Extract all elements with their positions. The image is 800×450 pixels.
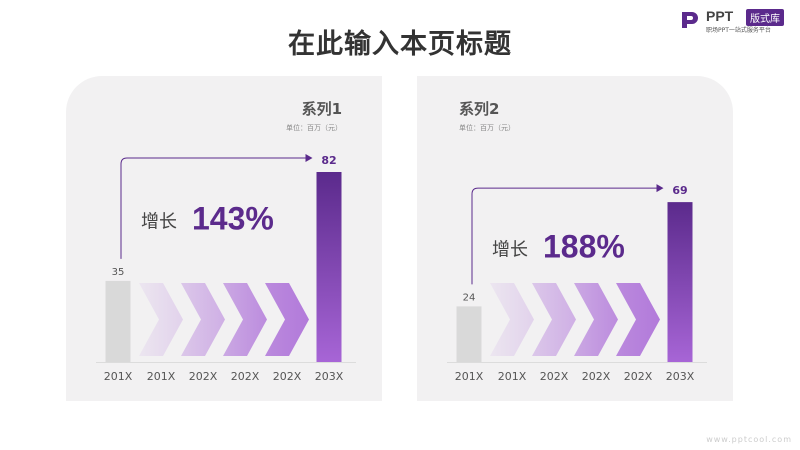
x-tick-label: 201X: [455, 370, 484, 383]
growth-value: 143%: [192, 200, 274, 236]
chart-unit: 单位：百万（元）: [459, 123, 515, 132]
chevron-arrow-1: [490, 283, 534, 356]
data-label-start: 35: [112, 267, 125, 278]
chart-unit: 单位：百万（元）: [286, 123, 342, 132]
x-tick-label: 203X: [315, 370, 344, 383]
x-tick-label: 202X: [540, 370, 569, 383]
data-label-end: 69: [672, 184, 687, 197]
chart-title: 系列2: [459, 100, 499, 118]
growth-chart-1: 系列1 单位：百万（元） 35 82 增长 143% 201X 201X 202X 202X 202…: [96, 100, 356, 383]
chevron-arrow-1: [139, 283, 183, 356]
logo-mark-icon: [682, 12, 698, 28]
page-title: 在此输入本页标题: [288, 29, 512, 60]
growth-arrow-head: [305, 154, 313, 162]
growth-label: 增长: [141, 211, 177, 232]
chevron-arrow-4: [616, 283, 660, 356]
bar-end: [316, 172, 342, 362]
growth-chart-2: 系列2 单位：百万（元） 24 69 增长 188% 201X 201X 202X 202X 202…: [447, 100, 707, 383]
footer-url: www.pptcool.com: [706, 435, 792, 444]
x-tick-label: 202X: [582, 370, 611, 383]
chart-title: 系列1: [302, 100, 342, 118]
data-label-end: 82: [321, 154, 336, 167]
chevron-arrow-3: [223, 283, 267, 356]
x-tick-label: 202X: [273, 370, 302, 383]
x-tick-label: 201X: [104, 370, 133, 383]
growth-arrow-head: [656, 184, 664, 193]
x-tick-label: 201X: [147, 370, 176, 383]
growth-connector-line: [120, 157, 307, 259]
x-tick-label: 202X: [624, 370, 653, 383]
logo-tagline: 职场PPT一站式服务平台: [706, 27, 771, 34]
x-tick-label: 201X: [498, 370, 527, 383]
chevron-arrow-2: [532, 283, 576, 356]
chevron-arrow-3: [574, 283, 618, 356]
bar-end: [667, 202, 693, 362]
chevron-arrow-2: [181, 283, 225, 356]
chart-panel-1: 系列1 单位：百万（元） 35 82 增长 143% 201X 201X 202X 202X 202…: [66, 76, 382, 401]
logo-brand-text: PPT: [706, 8, 734, 24]
x-tick-label: 202X: [189, 370, 218, 383]
x-tick-label: 202X: [231, 370, 260, 383]
logo-badge: 版式库: [746, 9, 784, 26]
x-tick-label: 203X: [666, 370, 695, 383]
bar-start: [456, 306, 482, 362]
growth-label: 增长: [492, 239, 528, 260]
growth-connector-line: [471, 187, 658, 285]
brand-logo: PPT 版式库 职场PPT一站式服务平台: [680, 8, 796, 36]
data-label-start: 24: [463, 292, 476, 303]
bar-start: [105, 280, 131, 362]
chart-panel-2: 系列2 单位：百万（元） 24 69 增长 188% 201X 201X 202X 202X 202…: [417, 76, 733, 401]
growth-value: 188%: [543, 228, 625, 264]
chevron-arrow-4: [265, 283, 309, 356]
